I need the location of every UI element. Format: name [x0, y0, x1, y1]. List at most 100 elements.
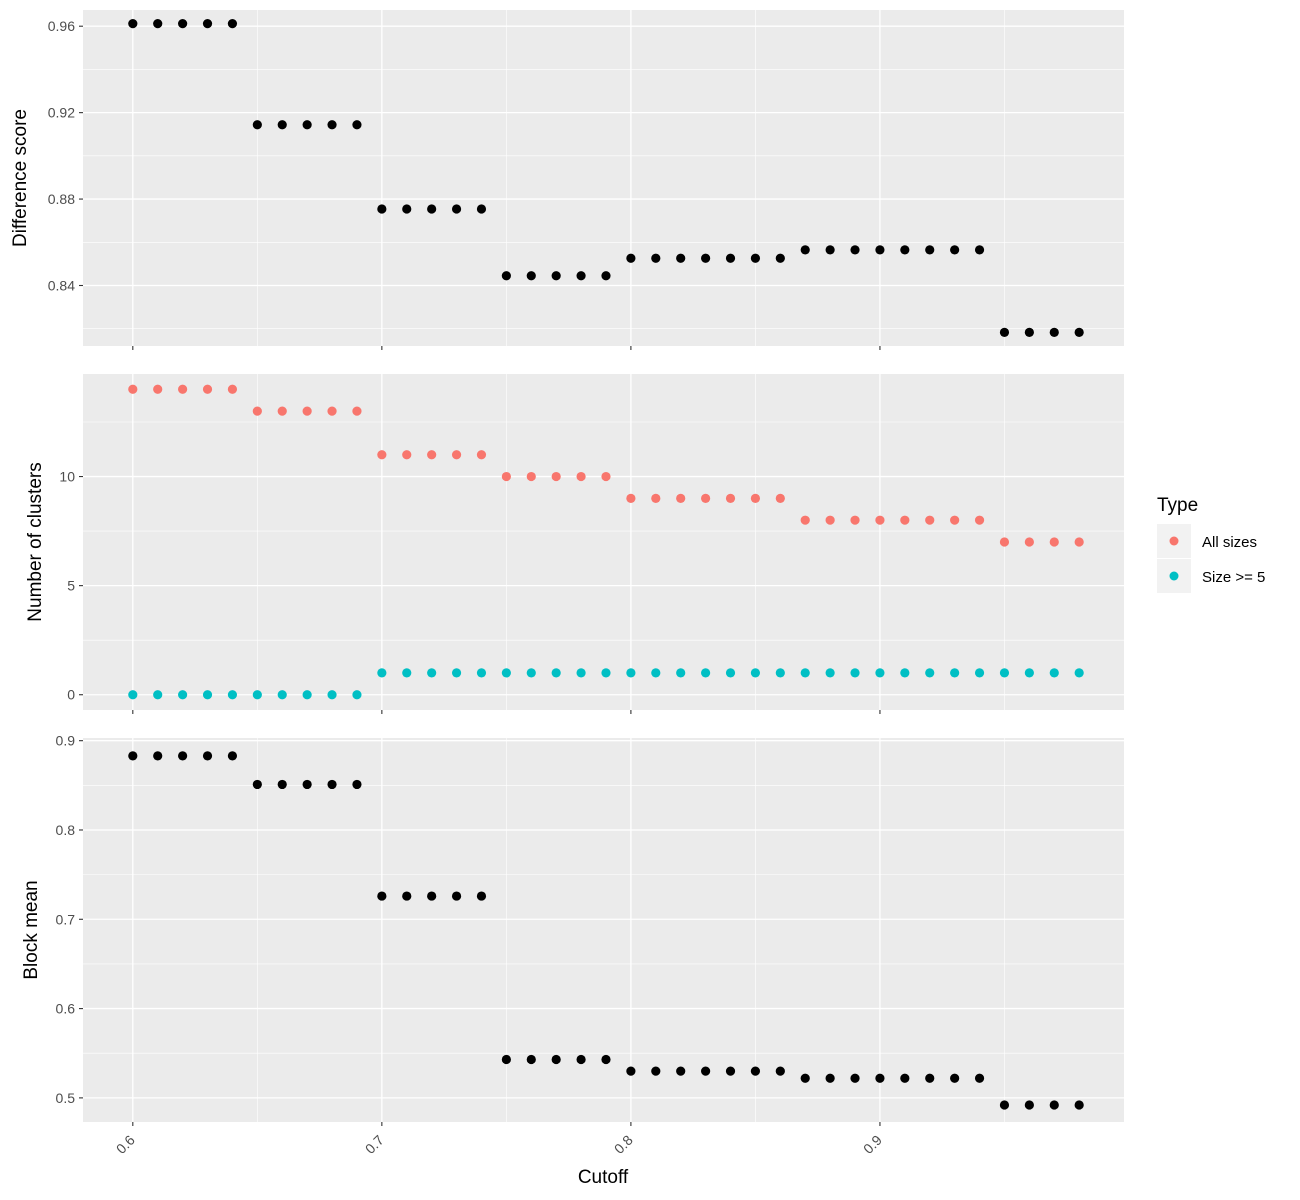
y-axis-title: Difference score	[10, 109, 31, 247]
data-point	[875, 245, 885, 255]
data-point	[128, 384, 138, 394]
data-point	[875, 515, 885, 525]
series-1	[128, 384, 1084, 547]
data-point	[999, 537, 1010, 547]
data-point	[974, 1073, 985, 1083]
data-point	[451, 668, 462, 678]
y-tick-label: 0	[67, 687, 75, 703]
data-point	[925, 1073, 935, 1083]
data-point	[526, 1054, 536, 1065]
y-axis-title: Number of clusters	[25, 462, 46, 621]
axis-titles: Cutoff	[578, 1167, 629, 1188]
data-point	[1049, 537, 1059, 547]
data-point	[1049, 1100, 1059, 1110]
data-point	[725, 668, 736, 678]
data-point	[775, 493, 785, 503]
data-point	[800, 515, 810, 525]
data-point	[252, 690, 262, 700]
data-point	[1074, 537, 1084, 547]
data-point	[950, 245, 960, 255]
x-tick-label: 0.9	[860, 1132, 885, 1157]
data-point	[676, 1066, 686, 1076]
data-point	[377, 450, 387, 460]
data-point	[800, 245, 810, 255]
legend-label-all-sizes: All sizes	[1202, 534, 1257, 551]
x-tick-label: 0.8	[611, 1132, 636, 1157]
data-point	[626, 493, 636, 503]
data-point	[402, 891, 412, 901]
data-point	[277, 690, 287, 700]
data-point	[202, 690, 213, 700]
data-point	[750, 1066, 761, 1076]
data-point	[900, 668, 910, 678]
data-point	[1049, 327, 1059, 337]
data-point	[352, 120, 362, 130]
data-point	[227, 384, 238, 394]
data-point	[476, 204, 487, 214]
y-tick-label: 0.88	[48, 191, 75, 207]
data-point	[825, 515, 835, 525]
data-point	[327, 120, 337, 130]
data-point	[750, 253, 761, 263]
data-point	[302, 406, 312, 416]
data-point	[1024, 537, 1034, 547]
data-point	[1074, 327, 1084, 337]
y-tick-label: 0.5	[56, 1090, 76, 1106]
data-point	[526, 271, 536, 281]
data-point	[551, 1054, 561, 1065]
y-tick-label: 0.92	[48, 105, 75, 121]
data-point	[302, 779, 312, 790]
data-point	[427, 891, 437, 901]
y-tick-label: 0.84	[48, 277, 75, 293]
x-axis-title: Cutoff	[578, 1167, 629, 1188]
data-point	[327, 779, 337, 790]
data-point	[252, 120, 262, 130]
data-point	[551, 471, 561, 482]
data-point	[974, 668, 985, 678]
data-point	[153, 690, 163, 700]
series-1	[128, 19, 1084, 337]
data-point	[775, 668, 785, 678]
data-point	[601, 668, 611, 678]
y-tick-label: 10	[59, 469, 75, 485]
data-point	[302, 690, 312, 700]
data-point	[651, 668, 661, 678]
data-point	[153, 751, 163, 761]
data-point	[1074, 668, 1084, 678]
data-point	[950, 1073, 960, 1083]
y-tick-label: 5	[67, 578, 75, 594]
legend-key-all-sizes	[1169, 536, 1179, 546]
data-point	[950, 515, 960, 525]
data-point	[377, 204, 387, 214]
y-tick-label: 0.96	[48, 18, 75, 34]
panels-layer: 0.84 0.88 0.92 0.96 Difference score 0 5 10 Numb…	[10, 10, 1124, 1157]
data-point	[576, 471, 586, 482]
x-tick-label: 0.6	[113, 1132, 138, 1157]
y-tick-label: 0.9	[56, 733, 76, 749]
data-point	[974, 245, 985, 255]
data-point	[925, 245, 935, 255]
data-point	[800, 668, 810, 678]
data-point	[825, 668, 835, 678]
data-point	[252, 779, 262, 790]
data-point	[227, 751, 238, 761]
data-point	[526, 471, 536, 482]
data-point	[775, 253, 785, 263]
data-point	[178, 751, 188, 761]
data-point	[402, 450, 412, 460]
data-point	[402, 204, 412, 214]
data-point	[153, 19, 163, 29]
y-axis-title: Block mean	[21, 880, 42, 979]
data-point	[501, 271, 511, 281]
data-point	[999, 1100, 1010, 1110]
data-point	[701, 1066, 711, 1076]
data-point	[626, 1066, 636, 1076]
data-point	[352, 690, 362, 700]
data-point	[277, 120, 287, 130]
data-point	[128, 751, 138, 761]
data-point	[850, 515, 860, 525]
data-point	[701, 668, 711, 678]
data-point	[1024, 668, 1034, 678]
data-point	[526, 668, 536, 678]
